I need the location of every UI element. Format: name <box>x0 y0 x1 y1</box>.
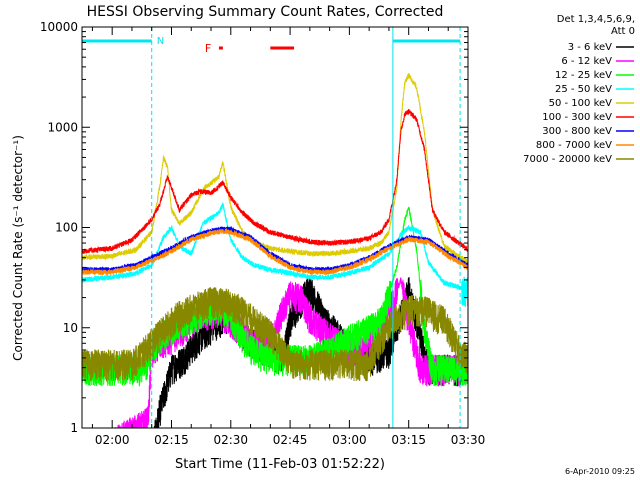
night-flag-label: N <box>157 36 164 47</box>
plot-area: NF <box>81 26 469 429</box>
series-group <box>82 73 468 428</box>
legend-label-5: 100 - 300 keV <box>542 112 612 123</box>
x-tick-label-1: 02:15 <box>154 433 189 447</box>
legend-label-0: 3 - 6 keV <box>568 42 612 53</box>
series-line-8 <box>82 287 468 382</box>
chart-title: HESSI Observing Summary Count Rates, Cor… <box>87 4 444 20</box>
flare-flag-label: F <box>205 42 211 55</box>
legend-label-7: 800 - 7000 keV <box>536 140 612 151</box>
series-line-2 <box>82 206 468 387</box>
legend-label-4: 50 - 100 keV <box>549 98 613 109</box>
y-axis-ticks: 1 10 100 1000 10000 <box>40 20 468 435</box>
x-axis-ticks: 02:00 02:15 02:30 02:45 03:00 03:15 03:30 <box>91 27 486 447</box>
series-line-5 <box>82 109 468 254</box>
timestamp: 6-Apr-2010 09:25 <box>565 467 635 476</box>
x-tick-label-6: 03:30 <box>451 433 486 447</box>
x-axis-label: Start Time (11-Feb-03 01:52:22) <box>175 457 385 472</box>
x-tick-label-0: 02:00 <box>95 433 130 447</box>
y-axis-label: Corrected Count Rate (s⁻¹ detector⁻¹) <box>11 135 25 361</box>
series-line-3 <box>82 202 468 308</box>
series-line-4 <box>82 73 468 264</box>
legend-label-2: 12 - 25 keV <box>555 70 612 81</box>
y-tick-label-3: 1000 <box>47 120 78 134</box>
legend-label-1: 6 - 12 keV <box>561 56 612 67</box>
x-tick-label-4: 03:00 <box>332 433 367 447</box>
x-tick-label-2: 02:30 <box>213 433 248 447</box>
series-line-7 <box>82 227 468 276</box>
y-tick-label-0: 1 <box>70 421 78 435</box>
legend-label-3: 25 - 50 keV <box>555 84 612 95</box>
legend-header-line2: Att 0 <box>611 26 635 37</box>
y-tick-label-1: 10 <box>63 321 78 335</box>
legend: 3 - 6 keV 6 - 12 keV 12 - 25 keV 25 - 50 ke… <box>523 42 634 165</box>
legend-label-6: 300 - 800 keV <box>542 126 612 137</box>
legend-header-line1: Det 1,3,4,5,6,9, <box>557 14 635 25</box>
x-tick-label-5: 03:15 <box>391 433 426 447</box>
legend-label-8: 7000 - 20000 keV <box>523 154 612 165</box>
y-tick-label-4: 10000 <box>40 20 78 34</box>
x-tick-label-3: 02:45 <box>273 433 308 447</box>
y-tick-label-2: 100 <box>55 221 78 235</box>
